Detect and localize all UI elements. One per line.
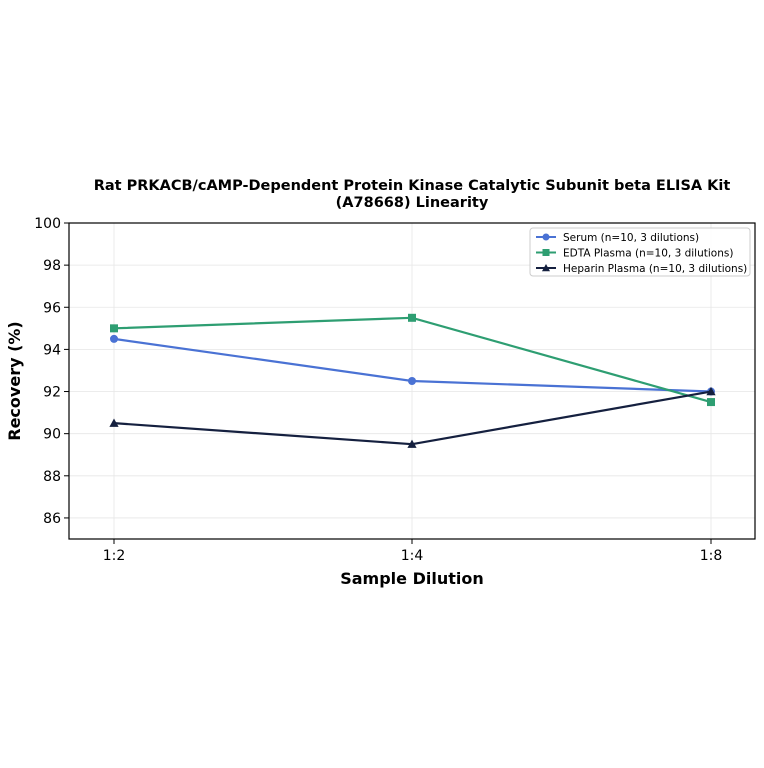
data-point (542, 233, 550, 241)
series (110, 313, 715, 407)
y-tick-label: 92 (43, 385, 61, 401)
data-point (408, 313, 416, 322)
data-point (541, 263, 551, 272)
legend-label: Serum (n=10, 3 dilutions) (563, 232, 699, 244)
y-tick-label: 94 (43, 342, 61, 358)
data-point (110, 324, 118, 333)
y-tick-label: 98 (43, 258, 61, 274)
x-tick-label: 1:8 (700, 548, 723, 564)
legend-box (529, 227, 751, 277)
data-point (707, 398, 715, 407)
y-tick-label: 100 (34, 216, 61, 232)
series (110, 334, 715, 396)
data-point (110, 334, 118, 343)
y-tick-label: 88 (43, 469, 61, 485)
y-tick-label: 96 (43, 300, 61, 316)
data-point (407, 439, 417, 448)
y-axis-label: Recovery (%) (5, 321, 24, 440)
data-point (109, 418, 119, 427)
y-tick-label: 86 (43, 511, 61, 527)
chart-title-line1: Rat PRKACB/cAMP-Dependent Protein Kinase… (94, 178, 731, 194)
legend-item: EDTA Plasma (n=10, 3 dilutions) (536, 248, 733, 260)
series-line (113, 390, 712, 446)
legend-item: Serum (n=10, 3 dilutions) (536, 232, 699, 244)
legend: Serum (n=10, 3 dilutions) EDTA Plasma (n=… (529, 227, 751, 277)
x-tick-label: 1:4 (401, 548, 424, 564)
chart-title-line2: (A78668) Linearity (336, 195, 489, 211)
axis-layer: 86 88 90 92 94 96 98 100 1:2 1:4 1:8 (34, 216, 722, 564)
data-point (408, 377, 416, 385)
legend-label: Heparin Plasma (n=10, 3 dilutions) (563, 263, 747, 275)
legend-label: EDTA Plasma (n=10, 3 dilutions) (563, 248, 733, 260)
data-point (542, 249, 550, 256)
x-tick-label: 1:2 (103, 548, 126, 564)
legend-item: Heparin Plasma (n=10, 3 dilutions) (536, 263, 747, 275)
series (109, 386, 716, 448)
data-point (706, 386, 716, 396)
x-axis-label: Sample Dilution (340, 569, 484, 588)
y-tick-label: 90 (43, 427, 61, 443)
series-layer (109, 313, 716, 448)
